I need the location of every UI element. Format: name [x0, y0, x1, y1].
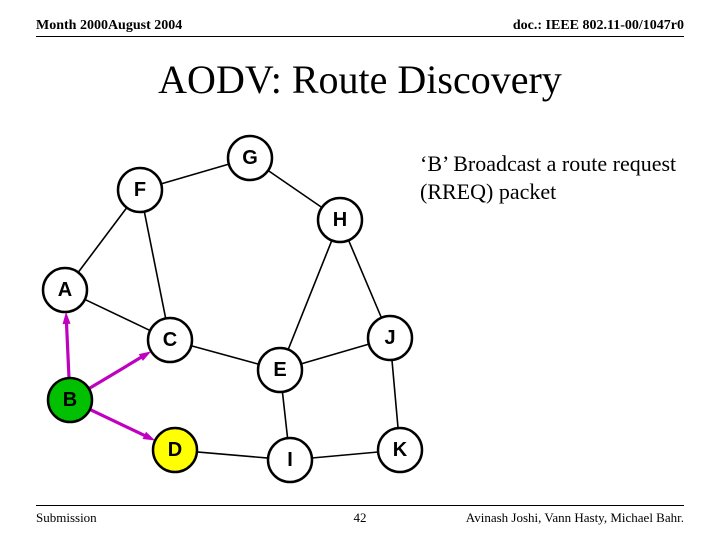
footer-left: Submission [36, 510, 97, 526]
footer-right: Avinash Joshi, Vann Hasty, Michael Bahr. [466, 510, 684, 526]
svg-text:D: D [168, 439, 182, 461]
footer-rule [36, 505, 684, 506]
svg-text:H: H [333, 209, 347, 231]
svg-text:B: B [63, 389, 77, 411]
svg-text:A: A [58, 279, 72, 301]
svg-text:I: I [287, 449, 293, 471]
svg-text:F: F [134, 179, 146, 201]
network-diagram: G F H A C J E B D I K [0, 0, 720, 540]
svg-text:J: J [384, 327, 395, 349]
footer-page: 42 [354, 510, 367, 526]
svg-text:E: E [273, 359, 286, 381]
svg-text:G: G [242, 147, 258, 169]
footer: Submission 42 Avinash Joshi, Vann Hasty,… [36, 510, 684, 526]
svg-text:C: C [163, 329, 177, 351]
svg-text:K: K [393, 439, 408, 461]
